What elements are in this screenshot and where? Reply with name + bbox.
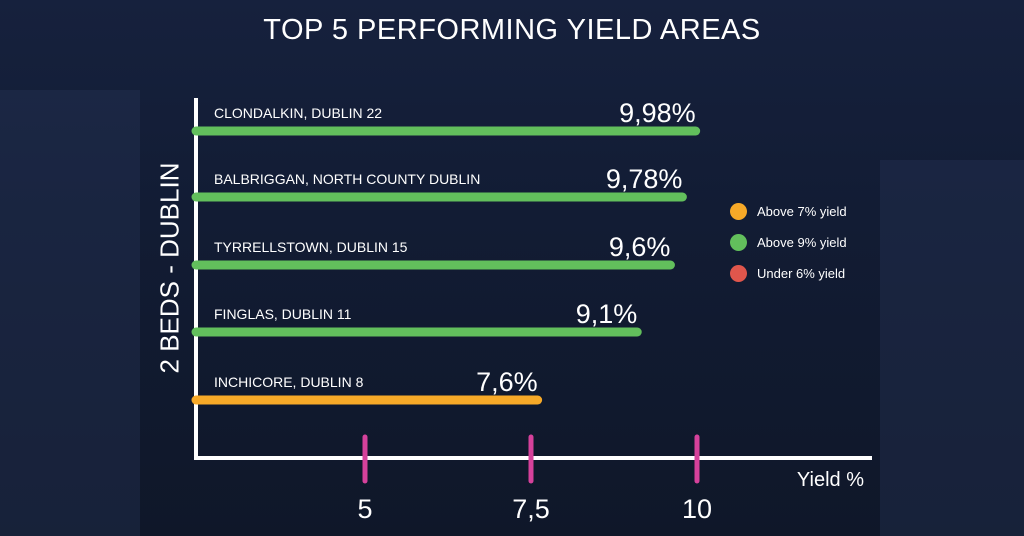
x-tick-label: 5 — [357, 494, 372, 524]
bar-category-label: FINGLAS, DUBLIN 11 — [214, 306, 352, 322]
bar-value-label: 9,78% — [606, 164, 683, 194]
x-tick-label: 10 — [682, 494, 712, 524]
legend-label: Above 7% yield — [757, 204, 847, 219]
bar-value-label: 9,1% — [576, 299, 638, 329]
legend-dot — [730, 203, 747, 220]
bar-value-label: 7,6% — [476, 367, 538, 397]
legend: Above 7% yield Above 9% yield Under 6% y… — [730, 196, 847, 289]
bar-category-label: BALBRIGGAN, NORTH COUNTY DUBLIN — [214, 171, 480, 187]
legend-label: Under 6% yield — [757, 266, 846, 281]
legend-dot — [730, 234, 747, 251]
legend-item: Above 7% yield — [730, 196, 847, 227]
x-axis-label: Yield % — [797, 469, 864, 491]
chart-title: TOP 5 PERFORMING YIELD AREAS — [263, 14, 761, 46]
bar-category-label: TYRRELLSTOWN, DUBLIN 15 — [214, 239, 408, 255]
x-tick-label: 7,5 — [512, 494, 550, 524]
bar-category-label: CLONDALKIN, DUBLIN 22 — [214, 105, 382, 121]
legend-item: Under 6% yield — [730, 258, 847, 289]
bar-category-label: INCHICORE, DUBLIN 8 — [214, 374, 364, 390]
background-house — [0, 90, 140, 536]
background-house — [880, 160, 1024, 536]
legend-label: Above 9% yield — [757, 235, 847, 250]
bar-value-label: 9,98% — [619, 98, 696, 128]
bar-value-label: 9,6% — [609, 232, 671, 262]
legend-dot — [730, 265, 747, 282]
legend-item: Above 9% yield — [730, 227, 847, 258]
